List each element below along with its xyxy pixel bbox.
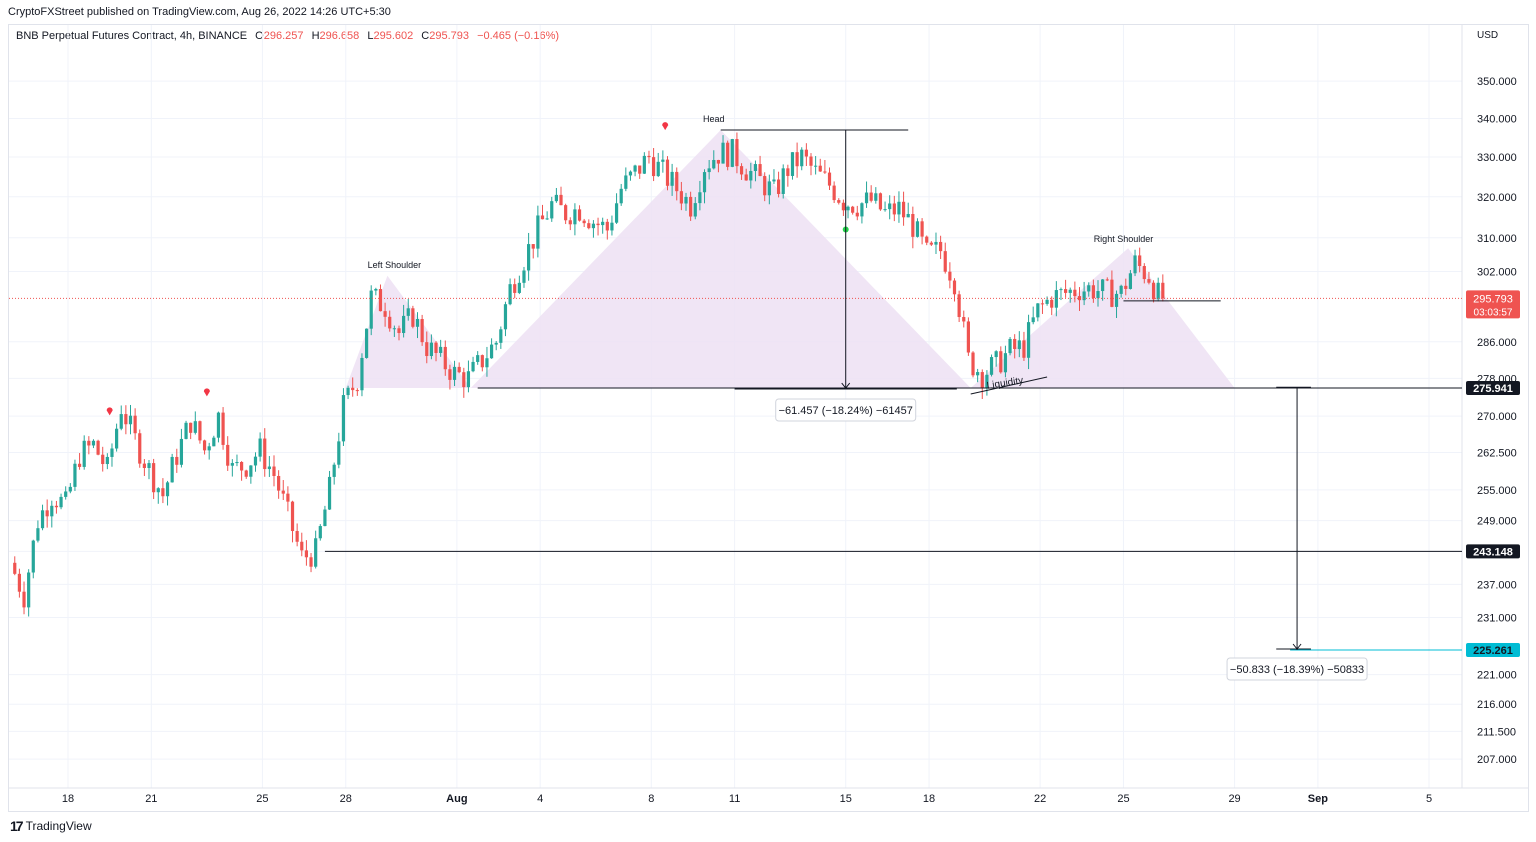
- footer-logo-text: TradingView: [25, 819, 92, 833]
- symbol-legend: BNB Perpetual Futures Contract, 4h, BINA…: [16, 30, 559, 42]
- open-key: O: [255, 30, 264, 42]
- close-key: C: [421, 30, 430, 42]
- low-value: 295.602: [373, 30, 414, 42]
- footer-logo[interactable]: 17 TradingView: [10, 818, 92, 834]
- high-value: 296.658: [319, 30, 360, 42]
- tradingview-logo-icon: 17: [10, 818, 24, 834]
- high-key: H: [311, 30, 320, 42]
- currency-label: USD: [1477, 30, 1499, 41]
- symbol-name: BNB Perpetual Futures Contract, 4h, BINA…: [16, 30, 248, 42]
- close-value: 295.793: [429, 30, 470, 42]
- change-value: −0.465 (−0.16%): [477, 30, 560, 42]
- low-key: L: [367, 30, 374, 42]
- publisher-line: CryptoFXStreet published on TradingView.…: [8, 6, 391, 18]
- chart-frame: [8, 24, 1529, 812]
- open-value: 296.257: [263, 30, 304, 42]
